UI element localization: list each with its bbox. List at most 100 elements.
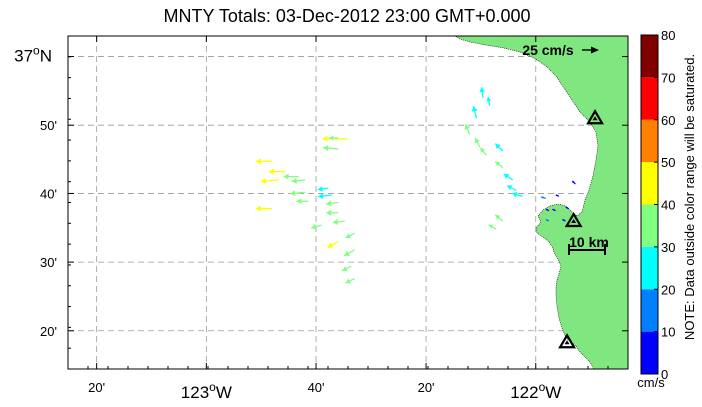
radar-site-dot-1 xyxy=(571,219,577,223)
map-plot-area xyxy=(67,35,629,370)
radar-site-marker-1 xyxy=(564,211,583,228)
vector-head-39 xyxy=(552,209,555,211)
vector-head-38 xyxy=(545,209,548,211)
vector-head-22 xyxy=(464,124,471,130)
colorbar: 0 10 20 30 40 50 60 70 80 cm/s NOTE: Data outsid… xyxy=(637,28,697,390)
vector-head-19 xyxy=(344,250,350,256)
axes: 20' 123oW 40' 20' 122oW 37oN 50' 40' 30' 20' xyxy=(14,35,629,402)
vector-head-4 xyxy=(268,168,274,175)
radar-sites xyxy=(558,109,604,349)
vector-head-34 xyxy=(488,224,494,229)
vector-head-25 xyxy=(486,96,492,102)
colorbar-tick-label-1: 10 xyxy=(661,325,675,340)
vector-head-13 xyxy=(326,200,332,207)
vector-head-40 xyxy=(565,207,568,209)
colorbar-band-0 xyxy=(641,331,658,374)
scale-bar: 10 km xyxy=(568,234,609,255)
vector-head-10 xyxy=(296,198,302,205)
vector-head-29 xyxy=(495,161,501,167)
x-tick-hemisphere-4: W xyxy=(545,383,561,402)
vector-head-7 xyxy=(283,173,289,180)
colorbar-band-6 xyxy=(641,77,658,120)
grid-lines xyxy=(68,36,628,369)
colorbar-tick-label-3: 30 xyxy=(661,240,675,255)
radar-site-dot-2 xyxy=(564,340,570,345)
y-tick-label-3: 30' xyxy=(40,255,57,270)
vector-head-41 xyxy=(545,219,548,221)
vector-head-8 xyxy=(291,177,297,184)
colorbar-unit: cm/s xyxy=(637,375,665,390)
colorbar-tick-label-6: 60 xyxy=(661,113,675,128)
colorbar-bands xyxy=(641,35,658,374)
y-tick-label-1: 50' xyxy=(40,118,57,133)
vector-head-1 xyxy=(329,135,334,141)
vector-head-11 xyxy=(317,186,323,192)
vector-head-3 xyxy=(255,158,261,165)
vector-head-16 xyxy=(311,223,317,230)
y-tick-label-2: 40' xyxy=(40,186,57,201)
vector-head-2 xyxy=(323,145,329,152)
x-tick-degree-4: o xyxy=(539,380,546,394)
x-tick-label-3: 20' xyxy=(418,380,435,395)
vector-head-20 xyxy=(342,266,348,272)
y-tick-degree-0: o xyxy=(33,44,40,58)
colorbar-note: NOTE: Data outside color range will be s… xyxy=(682,54,697,340)
chart-title: MNTY Totals: 03-Dec-2012 23:00 GMT+0.000 xyxy=(163,6,530,26)
vector-head-5 xyxy=(260,177,267,184)
vector-head-31 xyxy=(507,185,513,191)
vector-head-24 xyxy=(479,87,486,93)
vector-head-6 xyxy=(255,205,261,212)
vector-head-33 xyxy=(495,215,501,220)
vector-head-17 xyxy=(327,242,334,248)
vector-head-42 xyxy=(562,219,565,221)
vector-head-27 xyxy=(480,147,486,153)
ocean-background xyxy=(68,36,628,369)
scale-arrow: 25 cm/s xyxy=(522,42,599,58)
vector-head-14 xyxy=(326,209,332,216)
vector-head-21 xyxy=(345,278,351,284)
vector-head-23 xyxy=(471,106,478,112)
vector-head-28 xyxy=(495,143,501,150)
vector-head-35 xyxy=(541,196,544,199)
vector-head-36 xyxy=(555,194,558,197)
colorbar-tick-label-0: 0 xyxy=(661,367,668,382)
colorbar-band-7 xyxy=(641,35,658,78)
vector-arrows xyxy=(255,87,576,284)
x-tick-label-4: 122oW xyxy=(510,380,561,402)
x-tick-label-2: 40' xyxy=(308,380,325,395)
colorbar-ticks: 0 10 20 30 40 50 60 70 80 xyxy=(654,28,675,382)
x-tick-label-0: 20' xyxy=(88,380,105,395)
vector-head-30 xyxy=(503,173,510,180)
vector-head-32 xyxy=(512,191,518,198)
x-tick-label-1: 123oW xyxy=(181,380,232,402)
colorbar-band-1 xyxy=(641,289,658,332)
x-tick-hemisphere-1: W xyxy=(216,383,232,402)
vector-head-0 xyxy=(322,135,328,142)
y-tick-label-0: 37oN xyxy=(14,44,52,66)
colorbar-band-5 xyxy=(641,119,658,163)
colorbar-band-3 xyxy=(641,204,658,247)
colorbar-tick-label-5: 50 xyxy=(661,155,675,170)
colorbar-band-4 xyxy=(641,162,658,205)
vector-head-18 xyxy=(345,233,351,239)
colorbar-tick-label-8: 80 xyxy=(661,28,675,43)
vector-head-9 xyxy=(290,190,296,197)
radar-site-marker-0 xyxy=(586,109,604,125)
y-tick-hemisphere-0: N xyxy=(40,47,52,66)
x-tick-degree-1: o xyxy=(209,380,216,394)
radar-site-marker-2 xyxy=(558,333,576,349)
radar-site-dot-0 xyxy=(592,116,598,121)
colorbar-tick-label-4: 40 xyxy=(661,198,675,213)
colorbar-tick-label-7: 70 xyxy=(661,70,675,85)
colorbar-band-2 xyxy=(641,246,658,290)
scale-arrow-head xyxy=(591,46,599,54)
colorbar-tick-label-2: 20 xyxy=(661,282,675,297)
land-coastline xyxy=(453,35,629,370)
scale-arrow-label: 25 cm/s xyxy=(522,42,574,58)
vector-head-12 xyxy=(318,193,324,200)
vector-head-15 xyxy=(332,218,339,225)
scale-bar-label: 10 km xyxy=(569,234,609,250)
vector-head-26 xyxy=(474,138,480,144)
y-tick-label-4: 20' xyxy=(40,324,57,339)
